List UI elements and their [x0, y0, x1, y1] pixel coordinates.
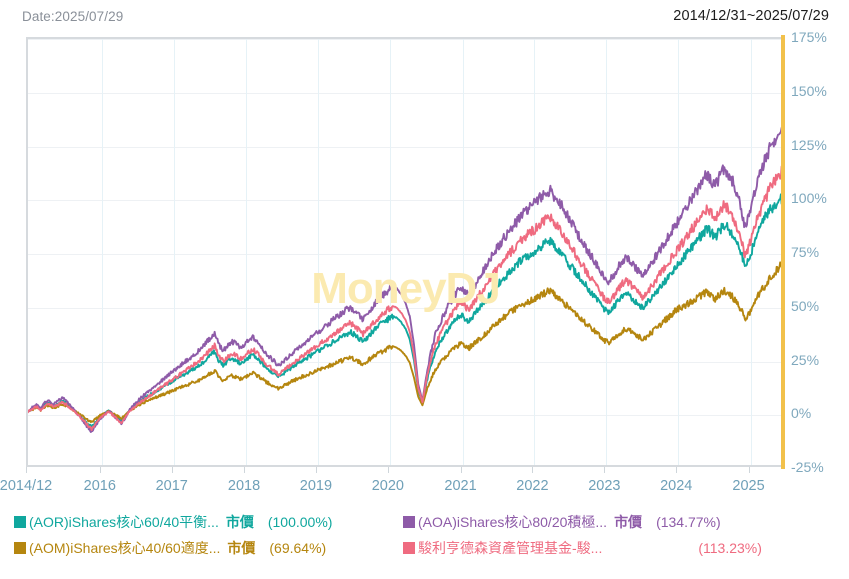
legend-price-type: 市價	[227, 540, 256, 556]
gridline-vertical	[246, 39, 248, 465]
x-axis-tick-label: 2024	[660, 478, 693, 494]
chart-plot-area[interactable]: MoneyDJ	[26, 37, 783, 467]
legend-price-type: 市價	[225, 514, 254, 530]
legend-item[interactable]: 駿利亨德森資產管理基金-駿... (113.23%)	[403, 538, 762, 558]
legend-series-name: (AOA)iShares核心80/20積極...	[418, 514, 608, 530]
current-date-label: Date:2025/07/29	[22, 9, 124, 24]
gridline-horizontal	[28, 200, 783, 202]
x-axis-tick-label: 2019	[299, 478, 333, 494]
gridline-horizontal	[28, 39, 783, 40]
gridline-horizontal	[28, 146, 783, 148]
y-axis-tick-label: 125%	[791, 136, 827, 153]
chart-legend: (AOR)iShares核心60/40平衡... 市價 (100.00%) (AOA)…	[14, 511, 834, 571]
y-axis-tick-label: 150%	[791, 82, 827, 99]
x-axis-tick-label: 2018	[227, 478, 261, 494]
x-axis-tick-label: 2021	[444, 478, 477, 494]
x-axis-tick-mark	[244, 467, 246, 473]
legend-color-swatch	[14, 542, 26, 554]
y-axis-tick-label: -25%	[791, 459, 824, 475]
gridline-vertical	[606, 39, 608, 465]
y-axis-tick-label: 25%	[791, 351, 820, 368]
gridline-horizontal	[28, 92, 783, 94]
x-axis-tick-mark	[604, 467, 606, 473]
gridline-horizontal	[28, 307, 783, 309]
x-axis-tick-label: 2022	[516, 478, 549, 494]
legend-series-name: (AOM)iShares核心40/60適度...	[29, 540, 221, 556]
legend-return-percent: (69.64%)	[269, 540, 327, 556]
gridline-vertical	[173, 39, 175, 465]
x-axis-tick-mark	[387, 467, 389, 473]
y-axis-tick-label: 75%	[791, 244, 820, 260]
y-axis-tick-label: 175%	[791, 29, 827, 45]
legend-item[interactable]: (AOM)iShares核心40/60適度... 市價 (69.64%)	[14, 538, 326, 558]
gridline-vertical	[678, 39, 680, 465]
y-axis-tick-label: 50%	[791, 297, 820, 314]
gridline-vertical	[462, 39, 464, 465]
y-axis-tick-label: 100%	[791, 190, 827, 207]
x-axis-tick-label: 2023	[588, 478, 621, 494]
gridline-horizontal	[28, 254, 783, 255]
x-axis-tick-mark	[676, 467, 678, 473]
legend-color-swatch	[14, 516, 26, 528]
legend-item[interactable]: (AOR)iShares核心60/40平衡... 市價 (100.00%)	[14, 512, 332, 532]
gridline-vertical	[750, 39, 752, 465]
gridline-horizontal	[28, 415, 783, 417]
legend-item[interactable]: (AOA)iShares核心80/20積極... 市價 (134.77%)	[403, 512, 721, 532]
legend-return-percent: (134.77%)	[656, 514, 721, 530]
date-range-label: 2014/12/31~2025/07/29	[673, 8, 829, 24]
gridline-horizontal	[28, 361, 783, 363]
x-axis-tick-mark	[460, 467, 462, 473]
gridline-vertical	[389, 39, 391, 465]
y-axis-tick-label: 0%	[791, 405, 812, 422]
legend-return-percent: (100.00%)	[267, 514, 333, 530]
x-axis-tick-mark	[26, 467, 27, 473]
legend-color-swatch	[403, 542, 415, 554]
x-axis-tick-mark	[171, 467, 173, 473]
series-line-aoa	[28, 123, 783, 433]
x-axis-tick-label: 2014/12	[0, 478, 53, 494]
series-line-aor	[28, 193, 783, 430]
x-axis-tick-label: 2025	[732, 478, 765, 494]
x-axis-tick-mark	[532, 467, 534, 473]
legend-series-name: 駿利亨德森資產管理基金-駿...	[418, 540, 603, 556]
series-line-aom	[28, 261, 783, 424]
x-axis-tick-mark	[748, 467, 750, 473]
legend-return-percent: (113.23%)	[698, 540, 762, 556]
right-axis-line	[781, 35, 785, 469]
x-axis-tick-label: 2020	[371, 478, 404, 494]
legend-color-swatch	[403, 516, 415, 528]
x-axis-tick-mark	[99, 467, 101, 473]
series-line-janus-henderson	[28, 165, 783, 432]
x-axis-tick-mark	[315, 467, 317, 473]
gridline-vertical	[317, 39, 319, 465]
gridline-vertical	[101, 39, 103, 465]
legend-series-name: (AOR)iShares核心60/40平衡...	[29, 514, 219, 530]
series-lines	[28, 123, 783, 433]
legend-price-type: 市價	[614, 514, 643, 530]
x-axis-tick-label: 2016	[83, 478, 116, 494]
x-axis-tick-label: 2017	[155, 478, 188, 494]
